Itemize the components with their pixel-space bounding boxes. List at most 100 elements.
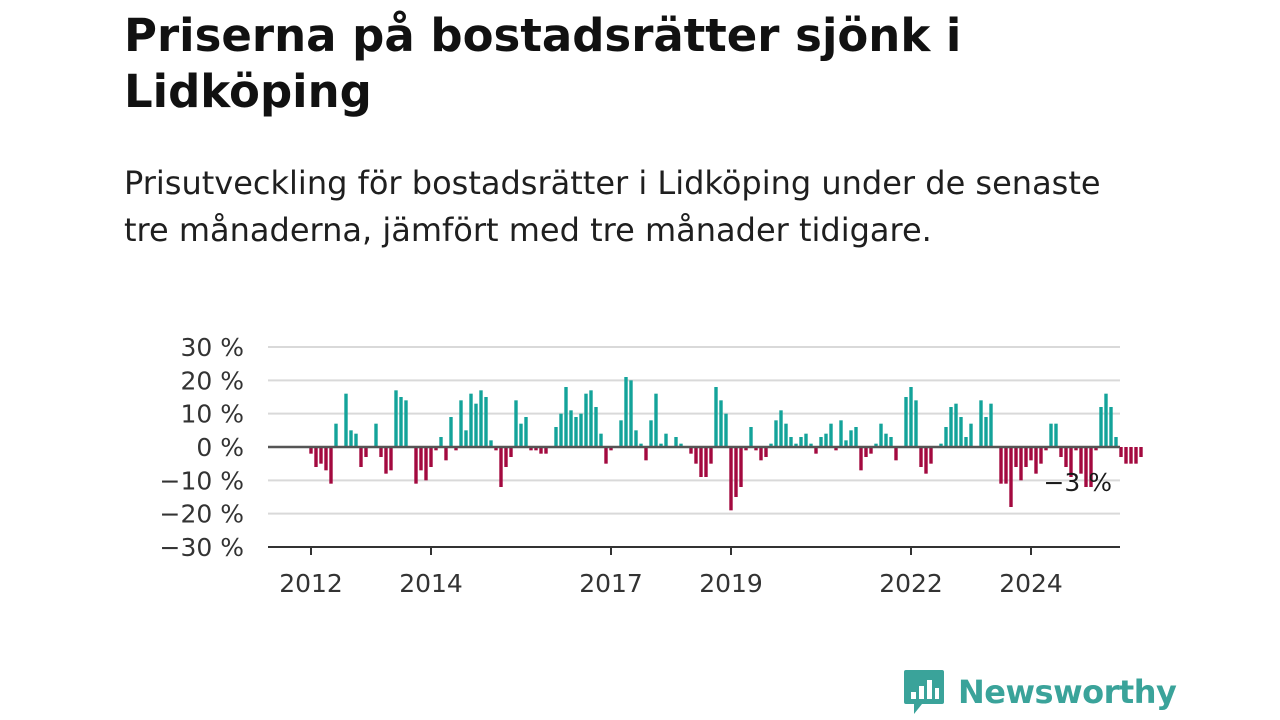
bar bbox=[519, 423, 523, 447]
x-tick-label: 2012 bbox=[279, 569, 343, 598]
bar bbox=[309, 447, 313, 454]
bar bbox=[754, 447, 758, 451]
bar bbox=[799, 437, 803, 447]
bar bbox=[914, 400, 918, 447]
bar bbox=[509, 447, 513, 457]
bar bbox=[944, 427, 948, 447]
bar bbox=[839, 420, 843, 447]
bar bbox=[384, 447, 388, 474]
y-tick-label: 0 % bbox=[196, 433, 244, 462]
bar bbox=[524, 417, 528, 447]
bar bbox=[379, 447, 383, 457]
bar bbox=[769, 443, 773, 447]
bar bbox=[469, 393, 473, 447]
bar bbox=[514, 400, 518, 447]
bar bbox=[1129, 447, 1133, 464]
x-tick-label: 2019 bbox=[699, 569, 763, 598]
bar bbox=[919, 447, 923, 467]
bar bbox=[484, 397, 488, 447]
newsworthy-icon bbox=[904, 670, 944, 714]
bar bbox=[494, 447, 498, 451]
bar bbox=[979, 400, 983, 447]
bar bbox=[604, 447, 608, 464]
bar bbox=[1034, 447, 1038, 474]
bar bbox=[544, 447, 548, 454]
bar bbox=[964, 437, 968, 447]
bar bbox=[659, 443, 663, 447]
bar bbox=[1119, 447, 1123, 457]
bar bbox=[1134, 447, 1138, 464]
bar bbox=[894, 447, 898, 461]
x-tick-label: 2017 bbox=[579, 569, 643, 598]
bar bbox=[709, 447, 713, 464]
bar bbox=[624, 377, 628, 447]
bar bbox=[639, 443, 643, 447]
bar bbox=[1109, 407, 1113, 447]
bar bbox=[554, 427, 558, 447]
bar bbox=[419, 447, 423, 471]
y-axis: 30 % 20 % 10 % 0 % −10 % −20 % −30 % bbox=[160, 333, 1120, 562]
bar bbox=[629, 380, 633, 447]
bar bbox=[1044, 447, 1048, 451]
bar bbox=[579, 413, 583, 447]
bar bbox=[984, 417, 988, 447]
bar bbox=[829, 423, 833, 447]
bar bbox=[324, 447, 328, 471]
bar bbox=[904, 397, 908, 447]
brand-name: Newsworthy bbox=[958, 673, 1177, 711]
bar bbox=[1009, 447, 1013, 507]
bar bbox=[969, 423, 973, 447]
bar bbox=[814, 447, 818, 454]
bar bbox=[1059, 447, 1063, 457]
bar bbox=[704, 447, 708, 477]
bar bbox=[869, 447, 873, 454]
bar bbox=[744, 447, 748, 451]
bar bbox=[909, 387, 913, 447]
bar bbox=[574, 417, 578, 447]
bar bbox=[1074, 447, 1078, 451]
bar bbox=[584, 393, 588, 447]
bar bbox=[764, 447, 768, 457]
y-tick-label: −20 % bbox=[160, 500, 244, 529]
bar bbox=[529, 447, 533, 451]
newsworthy-logo: Newsworthy bbox=[902, 668, 1177, 716]
y-tick-label: 10 % bbox=[180, 400, 244, 429]
bars bbox=[309, 377, 1143, 511]
chart-subtitle: Prisutveckling för bostadsrätter i Lidkö… bbox=[124, 164, 1101, 249]
bar bbox=[1124, 447, 1128, 464]
bar bbox=[474, 403, 478, 447]
x-tick-label: 2022 bbox=[879, 569, 943, 598]
bar bbox=[759, 447, 763, 461]
bar bbox=[1054, 423, 1058, 447]
bar bbox=[444, 447, 448, 461]
bar bbox=[504, 447, 508, 467]
bar bbox=[664, 433, 668, 447]
bar bbox=[1049, 423, 1053, 447]
bar bbox=[999, 447, 1003, 484]
last-value-label: −3 % bbox=[1043, 468, 1112, 497]
y-tick-label: −30 % bbox=[160, 533, 244, 562]
bar bbox=[354, 433, 358, 447]
bar bbox=[464, 430, 468, 447]
bar bbox=[779, 410, 783, 447]
bar bbox=[809, 443, 813, 447]
bar bbox=[1004, 447, 1008, 484]
bar bbox=[694, 447, 698, 464]
bar bbox=[349, 430, 353, 447]
bar bbox=[679, 443, 683, 447]
bar bbox=[559, 413, 563, 447]
bar bbox=[314, 447, 318, 467]
bar bbox=[749, 427, 753, 447]
x-tick-label: 2014 bbox=[399, 569, 463, 598]
bar bbox=[399, 397, 403, 447]
bar bbox=[939, 443, 943, 447]
annotations: −3 % bbox=[1043, 468, 1112, 497]
bar bbox=[949, 407, 953, 447]
bar bbox=[424, 447, 428, 481]
bar bbox=[784, 423, 788, 447]
bar bbox=[879, 423, 883, 447]
bar bbox=[719, 400, 723, 447]
bar bbox=[789, 437, 793, 447]
bar bbox=[794, 443, 798, 447]
chart-title: Priserna på bostadsrätter sjönk i Lidköp… bbox=[124, 9, 962, 118]
